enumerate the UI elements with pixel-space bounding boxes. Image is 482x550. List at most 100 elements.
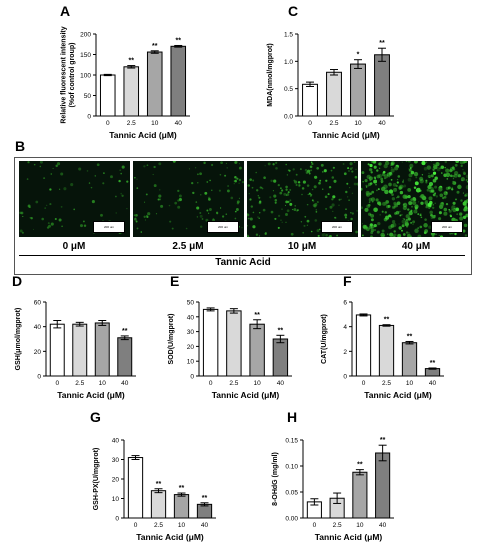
cell-spot [462,171,466,174]
cell-spot [429,206,432,208]
cell-spot [114,195,117,198]
cell-spot [361,171,365,175]
cell-spot [172,161,176,163]
cell-spot [369,182,373,185]
cell-spot [168,204,171,207]
cell-spot [146,214,148,217]
cell-spot [429,210,433,215]
cell-spot [408,173,413,178]
cell-spot [385,215,390,220]
cell-spot [234,161,237,164]
cell-spot [258,212,261,214]
cell-spot [295,183,298,187]
cell-spot [226,167,228,169]
cell-spot [63,187,67,191]
chart-e-x-tick-label: 2.5 [229,380,238,387]
cell-spot [259,200,262,203]
cell-spot [369,223,373,227]
cell-spot [249,217,253,221]
cell-spot [420,213,422,215]
cell-spot [134,214,138,217]
cell-spot [443,211,448,216]
cell-spot [188,168,190,170]
cell-spot [351,212,354,215]
cell-spot [365,192,371,197]
cell-spot [208,208,212,211]
chart-c-sig-label: ** [379,40,385,47]
chart-e-y-tick-label: 10 [187,359,195,366]
cell-spot [329,205,333,209]
cell-spot [425,181,428,184]
cell-spot [178,194,182,198]
cell-spot [238,166,242,170]
cell-spot [343,172,347,176]
cell-spot [294,205,296,207]
scale-bar-0: 200 um [93,221,125,233]
cell-spot [236,202,240,205]
cell-spot [396,201,401,205]
cell-spot [374,229,376,231]
chart-h-y-tick-label: 0.10 [285,464,298,471]
cell-spot [289,199,292,202]
cell-spot [143,165,146,168]
cell-spot [327,193,330,196]
cell-spot [356,182,358,186]
cell-spot [238,178,242,182]
cell-spot [402,194,407,199]
chart-e-sig-label: ** [254,312,260,319]
cell-spot [286,174,289,176]
cell-spot [419,214,422,217]
cell-spot [55,164,58,168]
cell-spot [304,215,307,218]
cell-spot [30,217,33,220]
cell-spot [420,216,423,219]
cell-spot [397,175,401,178]
cell-spot [200,194,202,196]
cell-spot [367,163,370,166]
cell-spot [351,192,354,195]
cell-spot [407,177,412,182]
cell-spot [432,163,436,166]
micro-axis-label: Tannic Acid [215,257,271,268]
cell-spot [406,194,408,196]
cell-spot [314,219,318,222]
cell-spot [82,220,85,223]
cell-spot [298,184,301,187]
cell-spot [115,212,117,214]
cell-spot [19,211,22,215]
cell-spot [460,177,465,182]
cell-spot [391,222,397,228]
cell-spot [249,198,252,201]
cell-spot [311,162,314,166]
cell-spot [126,180,129,183]
chart-a-y-tick-label: 100 [80,73,91,80]
cell-spot [373,165,377,169]
cell-spot [448,209,450,211]
chart-g-y-tick-label: 20 [112,477,120,484]
cell-spot [388,214,392,218]
cell-spot [306,224,309,226]
cell-spot [233,183,235,185]
cell-spot [381,173,385,177]
cell-spot [220,161,223,165]
chart-e-bar [226,310,242,377]
cell-spot [126,207,128,210]
chart-g-y-label: GSH-PX(U/mgprot) [93,448,100,511]
cell-spot [159,198,161,201]
cell-spot [390,179,393,181]
cell-spot [385,200,389,204]
cell-spot [191,181,194,185]
cell-spot [39,165,42,168]
chart-c-y-tick-label: 1.5 [284,32,293,39]
cell-spot [419,179,424,184]
chart-d-y-tick-label: 20 [34,349,42,356]
cell-spot [285,185,288,189]
cell-spot [430,161,433,162]
cell-spot [353,161,356,163]
cell-spot [225,162,227,164]
cell-spot [258,235,261,237]
cell-spot [263,176,266,179]
cell-spot [121,194,124,197]
cell-spot [83,224,87,227]
cell-spot [220,207,222,209]
